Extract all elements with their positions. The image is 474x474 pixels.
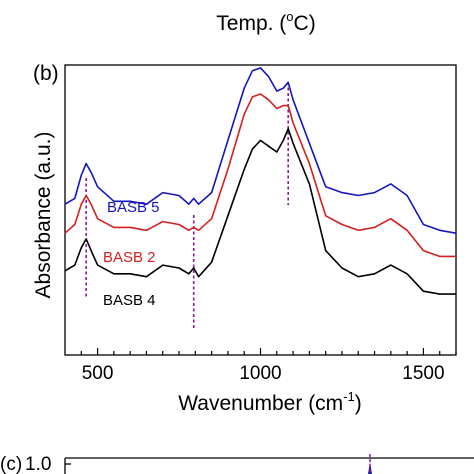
panel-label: (b) xyxy=(33,62,59,85)
dashed-markers xyxy=(85,82,289,330)
series-line-basb-5 xyxy=(64,67,457,234)
series-label: BASB 5 xyxy=(107,199,160,216)
x-axis-label-tail: ) xyxy=(355,392,362,415)
x-axis-label: Wavenumber (cm-1) xyxy=(178,389,362,415)
next-panel-peak xyxy=(368,462,372,474)
series-label: BASB 2 xyxy=(103,249,156,266)
series-lines xyxy=(64,67,457,295)
series-line-basb-2 xyxy=(64,93,456,258)
x-ticks: 500 1000 1500 xyxy=(80,348,457,384)
x-tick-label: 1500 xyxy=(402,363,444,384)
y-axis-label: Absorbance (a.u.) xyxy=(32,132,55,299)
x-axis-label-text: Wavenumber (cm xyxy=(178,392,343,415)
x-tick-label: 500 xyxy=(82,363,114,384)
next-panel-label: (c) xyxy=(0,454,22,474)
series-line-basb-4 xyxy=(64,128,456,295)
x-axis-label-sup: -1 xyxy=(343,389,355,404)
series-label: BASB 4 xyxy=(103,292,156,309)
top-title-text: Temp. ( xyxy=(216,12,286,35)
next-panel-tick: 1.0 xyxy=(25,454,51,474)
x-tick-label: 1000 xyxy=(239,363,281,384)
top-title-sup: o xyxy=(286,9,293,24)
top-title-tail: C) xyxy=(294,12,316,35)
top-title: Temp. (oC) xyxy=(216,9,315,35)
series-labels: BASB 5 BASB 2 BASB 4 xyxy=(103,199,160,309)
